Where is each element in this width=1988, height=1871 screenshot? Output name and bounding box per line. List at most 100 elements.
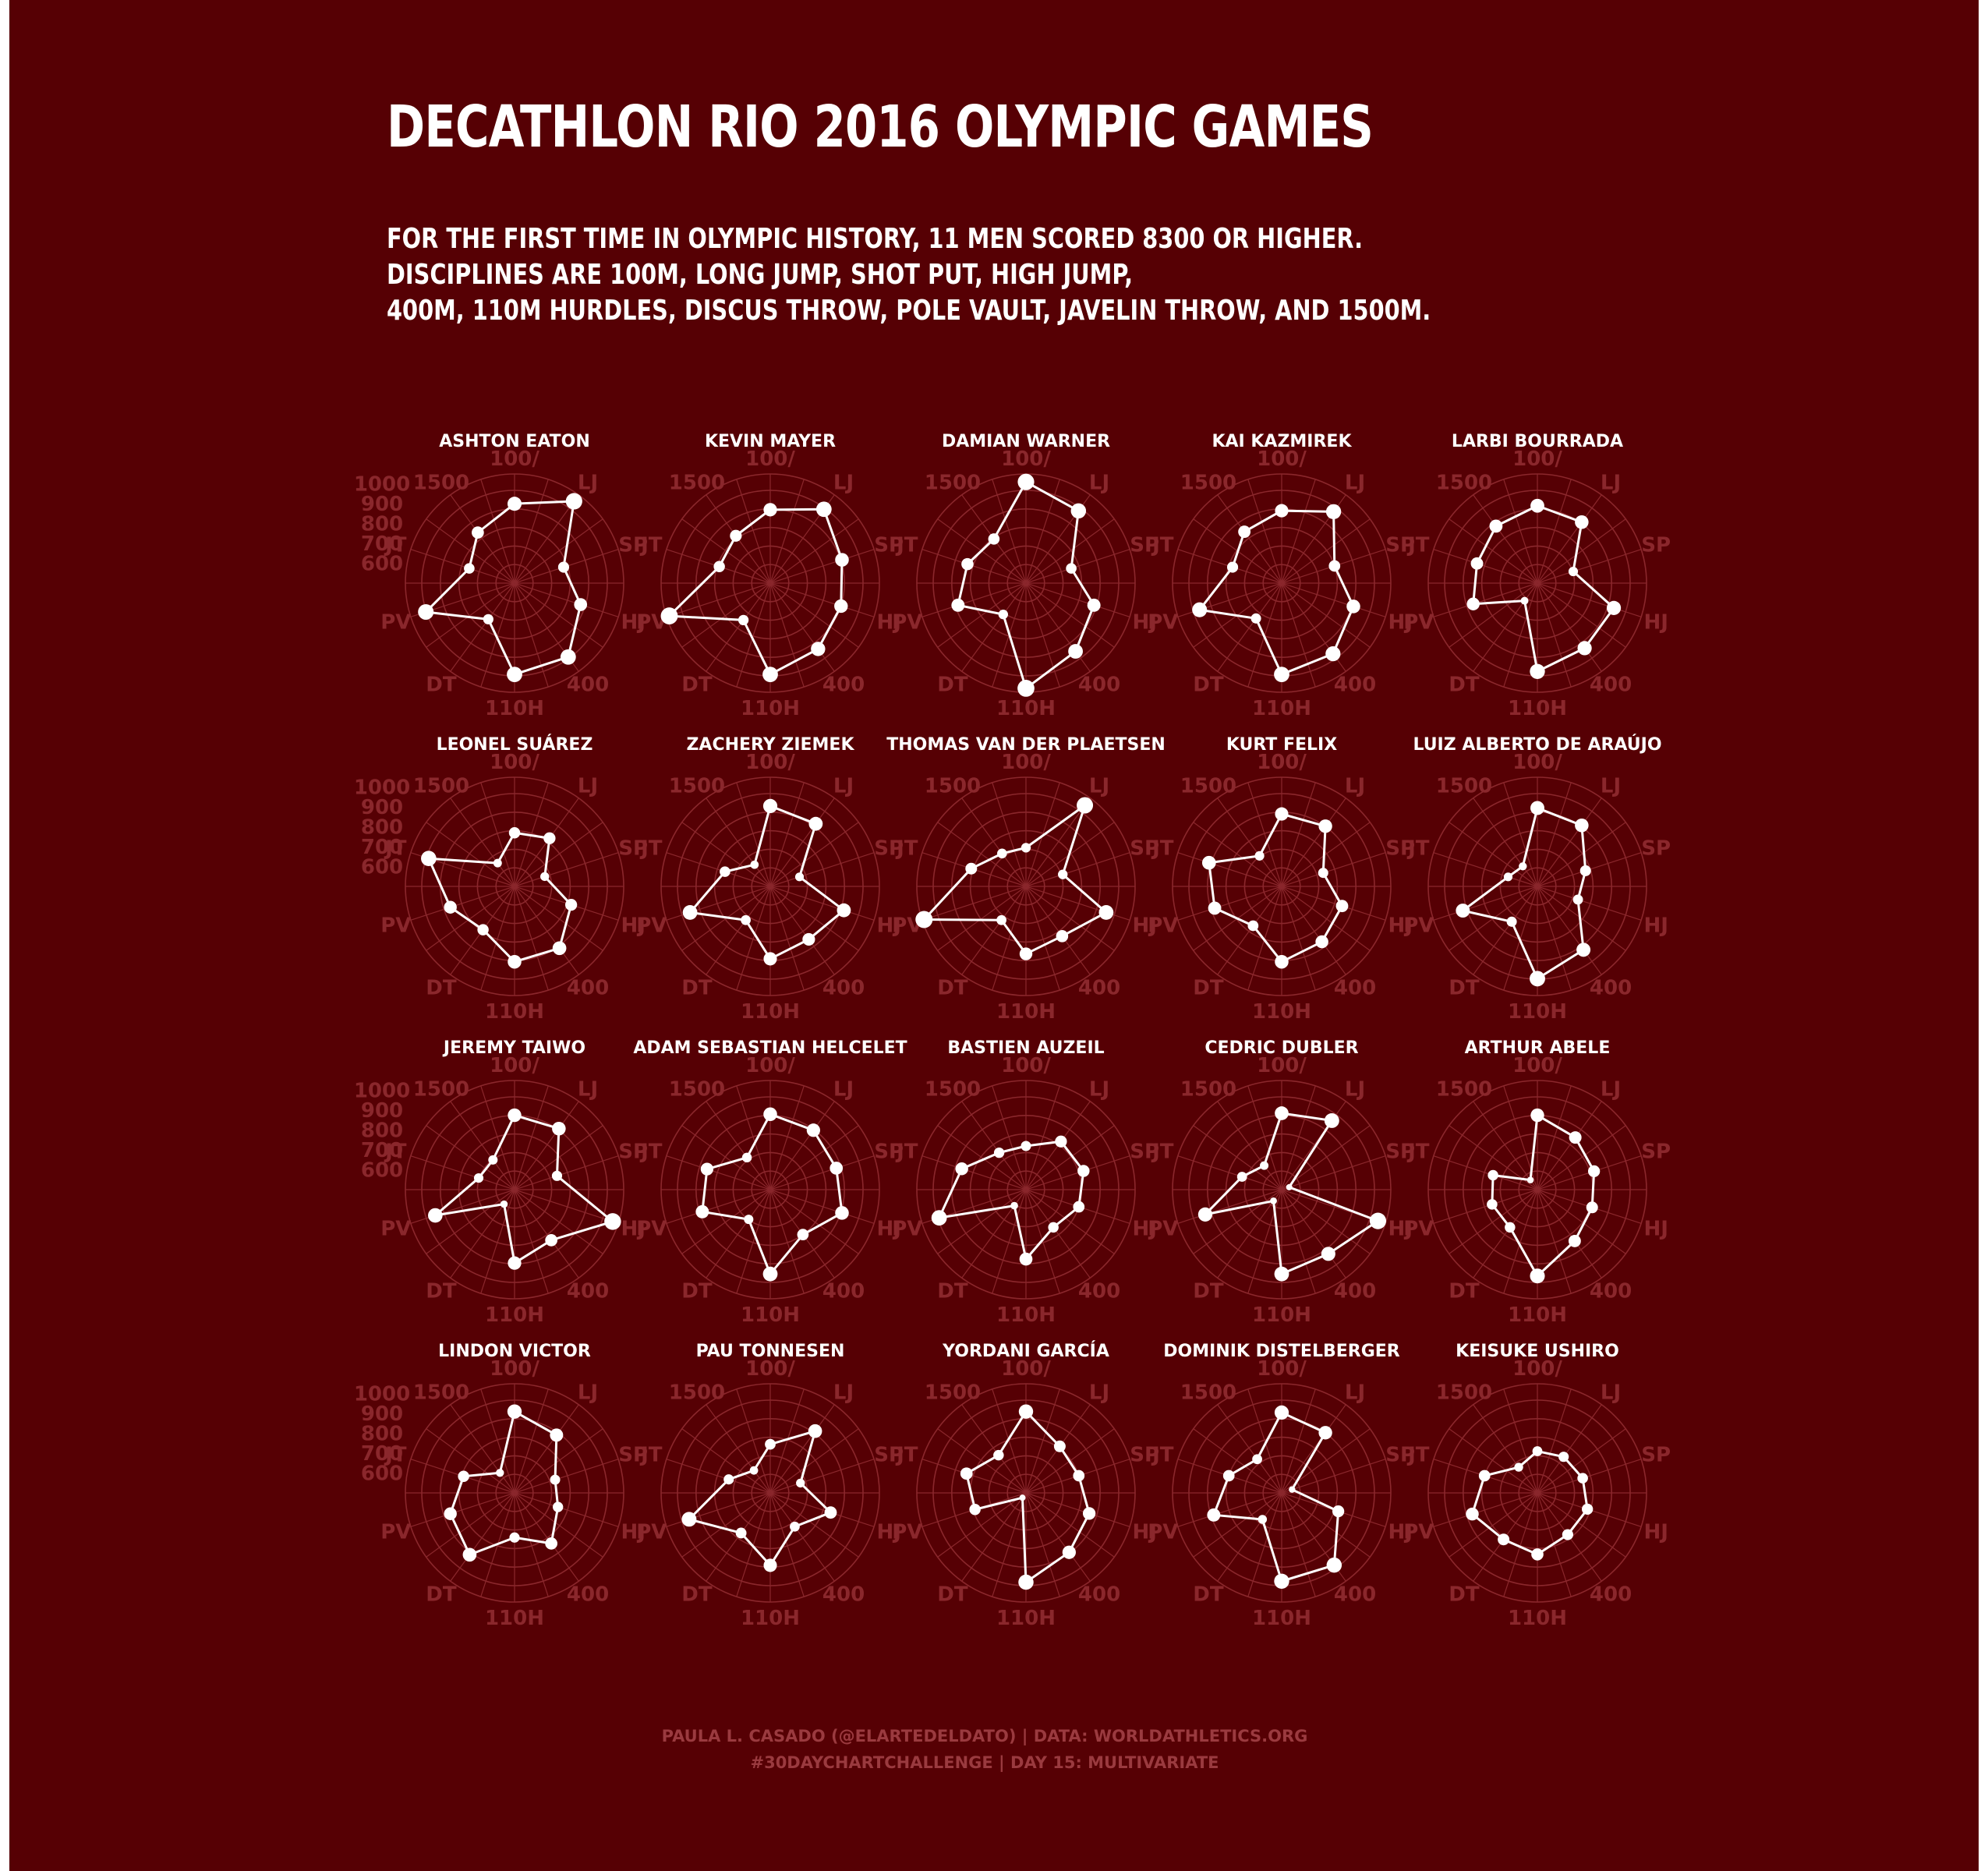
grid-spoke (1247, 1388, 1282, 1494)
axis-label: 400 (822, 1279, 865, 1303)
grid-spoke (736, 1492, 771, 1597)
axis-label: HJ (876, 914, 900, 937)
grid-spoke (426, 1428, 515, 1494)
grid-spoke (1193, 822, 1282, 887)
grid-spoke (706, 886, 771, 975)
score-point (765, 1438, 776, 1450)
grid-spoke (1433, 1189, 1538, 1224)
axis-label: 400 (567, 976, 609, 999)
grid-spoke (1449, 1428, 1538, 1494)
grid-spoke (426, 822, 515, 887)
score-point (604, 1213, 621, 1230)
grid-spoke (1537, 1189, 1572, 1294)
score-point (961, 557, 974, 571)
grid-spoke (426, 582, 515, 648)
axis-label: 110H (1252, 1000, 1311, 1024)
score-point (993, 1449, 1004, 1461)
score-point (815, 501, 832, 518)
grid-spoke (736, 1085, 771, 1190)
grid-spoke (1433, 852, 1538, 887)
score-point (681, 1512, 697, 1527)
score-point (508, 827, 521, 839)
grid-spoke (450, 1101, 515, 1190)
grid-spoke (1537, 582, 1626, 648)
radial-tick-label: 700 (361, 532, 403, 556)
grid-spoke (1537, 1085, 1572, 1190)
score-point (1274, 1573, 1289, 1589)
score-point (834, 599, 848, 614)
grid-spoke (992, 1388, 1027, 1494)
grid-spoke (992, 1189, 1027, 1294)
grid-spoke (1449, 822, 1538, 887)
axis-label: 100/ (1001, 1357, 1051, 1381)
axis-label: JT (895, 1141, 918, 1164)
score-point (560, 649, 576, 665)
score-point (1569, 1131, 1582, 1144)
grid-spoke (1537, 1404, 1602, 1494)
axis-label: LJ (833, 775, 854, 798)
score-point (997, 848, 1007, 859)
grid-spoke (666, 1189, 771, 1224)
subtitle-line-3: 400M, 110M HURDLES, DISCUS THROW, POLE V… (387, 295, 1431, 327)
score-point (1318, 1426, 1332, 1440)
score-point (1579, 865, 1591, 876)
axis-label: 100/ (1512, 1054, 1562, 1077)
grid-spoke (921, 582, 1027, 617)
grid-spoke (769, 1189, 859, 1254)
grid-spoke (450, 1404, 515, 1494)
axis-label: PV (892, 1520, 922, 1544)
grid-spoke (1281, 1155, 1386, 1190)
score-point (1236, 1172, 1247, 1182)
grid-spoke (666, 1459, 771, 1494)
axis-label: DT (681, 1279, 713, 1303)
score-point (540, 872, 550, 882)
score-point (1520, 596, 1529, 605)
score-point (1017, 680, 1035, 697)
score-point (421, 851, 437, 867)
grid-spoke (769, 1492, 875, 1527)
grid-spoke (681, 518, 771, 584)
axis-label: DT (937, 1279, 968, 1303)
athlete-name: LARBI BOURRADA (1452, 432, 1623, 451)
grid-spoke (1247, 1085, 1282, 1190)
athlete-name: KEISUKE USHIRO (1456, 1342, 1619, 1361)
grid-spoke (514, 852, 619, 887)
axis-label: JT (1406, 1141, 1430, 1164)
score-point (993, 1147, 1005, 1158)
grid-spoke (1025, 1085, 1060, 1190)
score-point (1530, 498, 1544, 513)
grid-spoke (769, 822, 859, 887)
radar-panel: 100/LJ SP HJ 400 110H DT PV JT 1500 DOMINIK DISTE… (1148, 1342, 1415, 1630)
grid-spoke (514, 886, 549, 991)
grid-spoke (514, 886, 603, 951)
grid-spoke (1473, 798, 1538, 887)
score-point (1575, 818, 1589, 833)
grid-spoke (1025, 1189, 1091, 1279)
grid-spoke (1537, 1428, 1626, 1494)
athlete-name: THOMAS VAN DER PLAETSEN (886, 735, 1166, 755)
score-point (508, 1108, 522, 1123)
axis-label: LJ (578, 775, 598, 798)
grid-spoke (769, 1085, 805, 1190)
axis-label: 110H (996, 1303, 1056, 1327)
radial-tick-label: 900 (361, 1099, 403, 1123)
grid-spoke (769, 1189, 875, 1224)
grid-spoke (1503, 1388, 1538, 1494)
score-point (1238, 525, 1251, 539)
axis-label: 1500 (925, 1078, 981, 1102)
radar-panel: 100/LJ SP HJ 400 110H DT PV JT 1500 6007008009001… (354, 1038, 648, 1327)
axis-label: JT (1151, 837, 1174, 861)
score-point (444, 900, 457, 914)
grid-spoke (514, 1492, 603, 1558)
grid-spoke (736, 1189, 771, 1294)
score-point (1087, 598, 1101, 612)
axis-label: PV (1148, 914, 1178, 937)
radar-panel: 100/LJ SP HJ 400 110H DT PV JT 1500 6007008009001… (354, 734, 648, 1024)
grid-spoke (410, 1155, 515, 1190)
grid-spoke (769, 582, 805, 688)
grid-spoke (992, 886, 1027, 991)
grid-spoke (426, 1189, 515, 1254)
axis-label: HJ (621, 610, 645, 634)
axis-label: LJ (578, 1381, 598, 1405)
